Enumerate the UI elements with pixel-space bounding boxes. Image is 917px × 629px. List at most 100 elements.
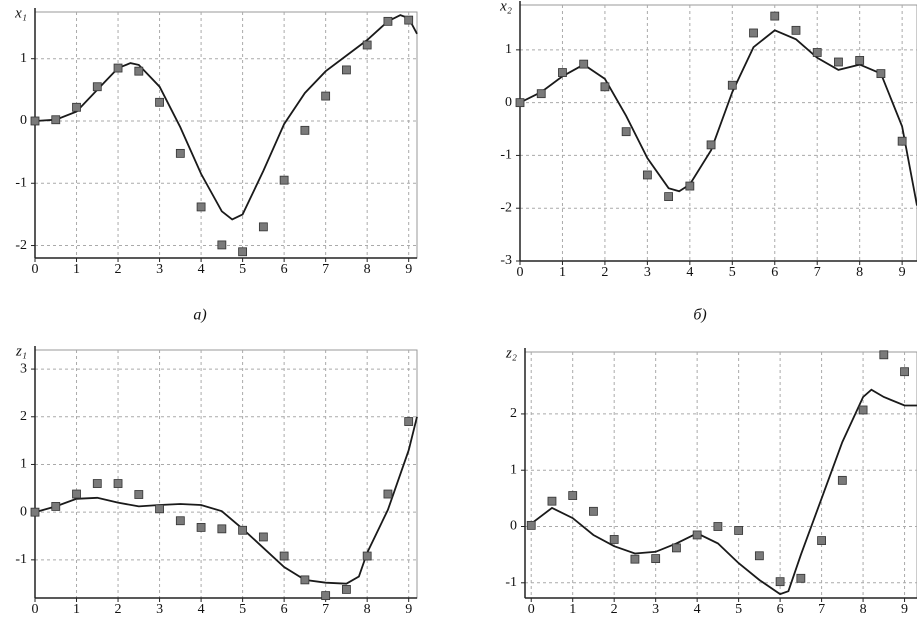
marker (621, 127, 631, 137)
x-tick-label: 4 (198, 262, 205, 277)
x-tick-label: 5 (239, 262, 246, 277)
marker (879, 350, 889, 360)
marker (321, 591, 331, 601)
x-tick-label: 0 (517, 265, 524, 280)
plot-frame (524, 351, 917, 599)
marker (547, 496, 557, 506)
marker (685, 181, 695, 191)
marker (72, 489, 81, 499)
x-tick-label: 6 (777, 602, 784, 617)
marker (362, 40, 372, 50)
marker (515, 98, 525, 108)
x-tick-label: 7 (322, 602, 329, 617)
x-tick-label: 5 (239, 602, 246, 617)
x-tick-label: 9 (899, 265, 906, 280)
marker (858, 405, 868, 415)
marker (217, 240, 227, 250)
y-tick-label: 2 (510, 406, 517, 421)
marker (791, 25, 801, 35)
curve (530, 388, 917, 596)
y-tick-label: -3 (500, 253, 512, 268)
marker (651, 554, 661, 563)
marker (600, 82, 610, 92)
x-tick-label: 4 (694, 602, 701, 617)
plot-frame (34, 11, 418, 259)
marker (558, 68, 567, 77)
caption: а) (193, 307, 206, 324)
caption: б) (693, 307, 706, 324)
curve (35, 416, 418, 585)
marker (609, 535, 619, 544)
x-tick-label: 9 (901, 602, 908, 617)
curve (520, 29, 917, 206)
x-tick-label: 7 (322, 262, 329, 277)
x-tick-label: 2 (601, 265, 608, 280)
marker (568, 491, 578, 500)
marker (812, 48, 822, 57)
x-tick-label: 1 (559, 265, 566, 280)
marker (217, 524, 227, 534)
marker (630, 554, 640, 564)
marker (404, 15, 414, 25)
y-tick-label: -1 (15, 552, 27, 567)
x-tick-label: 3 (156, 602, 163, 617)
marker (383, 16, 393, 26)
marker (796, 573, 806, 583)
panel: 0 1 2 3 4 5 6 7 8 9 -3 -2 -1 0 1 x₂ б) (499, 0, 917, 324)
marker (321, 91, 331, 101)
x-tick-label: 0 (528, 602, 535, 617)
marker (834, 57, 843, 67)
marker (775, 577, 785, 587)
y-tick-label: 0 (505, 95, 512, 110)
x-tick-label: 7 (818, 602, 825, 617)
x-tick-label: 8 (860, 602, 867, 617)
y-axis-label: z₁ (15, 343, 27, 359)
x-tick-label: 6 (771, 265, 778, 280)
x-tick-label: 3 (644, 265, 651, 280)
curve (35, 14, 418, 221)
x-tick-label: 6 (281, 262, 288, 277)
marker (113, 63, 123, 73)
x-tick-label: 3 (156, 262, 163, 277)
marker (113, 479, 123, 488)
marker (770, 11, 780, 21)
x-tick-label: 9 (405, 262, 412, 277)
marker (134, 490, 144, 499)
marker (155, 504, 164, 514)
marker (754, 551, 764, 561)
y-tick-label: -2 (15, 238, 27, 253)
x-tick-label: 5 (729, 265, 736, 280)
y-tick-label: 3 (20, 361, 27, 376)
y-tick-label: 0 (20, 504, 27, 519)
marker (238, 247, 248, 257)
x-tick-label: 1 (73, 602, 80, 617)
y-tick-label: -2 (500, 200, 512, 215)
marker (579, 59, 589, 69)
y-tick-label: -1 (500, 148, 512, 163)
panel: 0 1 2 3 4 5 6 7 8 9 -1 0 1 2 3 z₁ (15, 343, 418, 617)
marker (672, 543, 681, 553)
marker (300, 575, 310, 585)
marker (897, 136, 907, 146)
marker (536, 89, 546, 99)
y-tick-label: 1 (20, 457, 27, 472)
marker (727, 80, 737, 90)
marker (900, 367, 909, 377)
marker (92, 82, 102, 92)
x-tick-label: 9 (405, 602, 412, 617)
x-tick-label: 3 (652, 602, 659, 617)
x-tick-label: 8 (364, 602, 371, 617)
marker (196, 523, 206, 532)
x-tick-label: 6 (281, 602, 288, 617)
x-tick-label: 4 (198, 602, 205, 617)
marker (279, 551, 289, 561)
marker (749, 28, 758, 38)
x-tick-label: 7 (814, 265, 821, 280)
y-axis-label: x₁ (14, 5, 27, 21)
marker (30, 116, 40, 126)
x-tick-label: 0 (32, 262, 39, 277)
marker (175, 148, 185, 158)
marker (342, 65, 351, 75)
x-tick-label: 2 (611, 602, 618, 617)
marker (713, 522, 723, 531)
